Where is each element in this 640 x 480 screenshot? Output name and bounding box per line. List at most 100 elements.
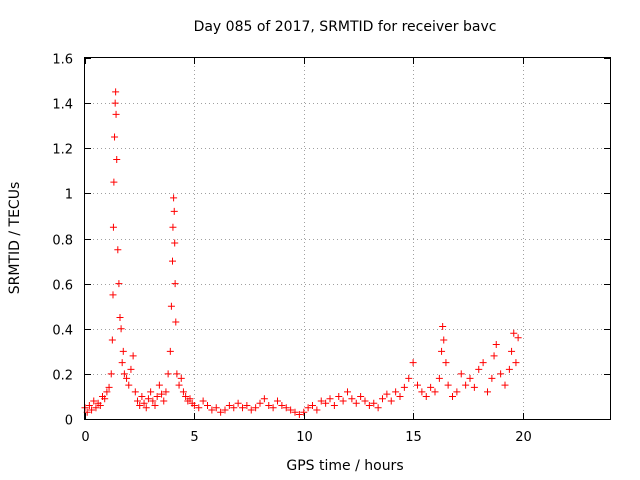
data-point <box>484 388 491 396</box>
data-point <box>440 336 448 344</box>
data-point <box>199 397 207 405</box>
data-point <box>142 404 150 412</box>
data-point <box>243 401 251 409</box>
data-point <box>488 374 496 382</box>
data-point <box>335 392 343 400</box>
data-point <box>186 395 194 403</box>
data-point <box>204 401 211 409</box>
chart-title: Day 085 of 2017, SRMTID for receiver bav… <box>194 19 497 35</box>
data-point <box>131 388 139 396</box>
data-point <box>348 395 356 403</box>
data-point <box>144 395 152 403</box>
data-point <box>344 388 351 396</box>
data-point <box>396 392 404 400</box>
data-point <box>125 381 133 389</box>
data-point <box>164 370 172 378</box>
y-tick-label: 1.2 <box>52 143 73 158</box>
data-point <box>449 392 456 400</box>
data-point <box>96 401 104 409</box>
data-point <box>383 390 391 398</box>
data-point <box>103 388 111 396</box>
data-point <box>457 370 465 378</box>
data-point <box>129 352 137 360</box>
data-point <box>287 406 295 414</box>
data-point <box>470 383 478 391</box>
x-tick-label: 20 <box>515 430 532 445</box>
data-point <box>269 404 277 412</box>
data-point <box>466 374 474 382</box>
data-point <box>247 406 255 414</box>
data-point <box>317 397 325 405</box>
data-point <box>427 383 435 391</box>
data-point <box>418 388 426 396</box>
data-point <box>112 110 120 118</box>
y-tick-label: 1.4 <box>52 98 73 113</box>
data-point <box>173 370 181 378</box>
data-point <box>462 381 470 389</box>
data-point <box>151 401 159 409</box>
y-axis-label: SRMTID / TECUs <box>7 182 23 295</box>
data-point <box>140 399 148 407</box>
x-tick-label: 0 <box>81 430 89 445</box>
data-point <box>379 395 386 403</box>
data-point <box>438 347 446 355</box>
data-point <box>117 325 125 333</box>
data-point <box>171 280 179 288</box>
data-point <box>256 399 264 407</box>
data-point <box>109 291 117 299</box>
data-point <box>278 401 286 409</box>
data-point <box>479 359 487 367</box>
data-point <box>217 408 225 416</box>
data-point <box>339 397 347 405</box>
data-point <box>435 374 443 382</box>
data-point <box>274 397 281 405</box>
data-point <box>109 223 117 231</box>
data-point <box>134 397 141 405</box>
data-point <box>361 397 369 405</box>
data-point <box>101 395 109 403</box>
data-point <box>120 370 128 378</box>
y-tick-label: 0.6 <box>52 279 73 294</box>
data-point <box>115 280 123 288</box>
data-point <box>190 401 198 409</box>
data-point <box>195 404 203 412</box>
data-point <box>326 395 334 403</box>
data-point <box>167 302 175 310</box>
data-point <box>175 381 183 389</box>
data-point <box>177 374 185 382</box>
data-point <box>475 365 483 373</box>
y-tick-label: 1.6 <box>52 53 73 68</box>
data-point <box>113 156 121 164</box>
data-point <box>171 239 179 247</box>
x-tick-label: 10 <box>296 430 313 445</box>
data-point <box>300 408 308 416</box>
data-point <box>492 341 500 349</box>
x-tick-label: 5 <box>190 430 198 445</box>
data-point <box>431 388 439 396</box>
data-point <box>490 352 498 360</box>
data-point <box>309 401 316 409</box>
data-point <box>110 178 118 186</box>
data-point <box>225 401 233 409</box>
data-point <box>170 207 178 215</box>
data-point <box>166 347 174 355</box>
data-point <box>512 359 520 367</box>
data-point <box>439 322 447 330</box>
data-point <box>252 404 260 412</box>
data-point <box>179 388 187 396</box>
data-point <box>400 383 408 391</box>
data-point <box>387 397 395 405</box>
data-point <box>330 401 338 409</box>
data-point <box>265 401 273 409</box>
data-point <box>158 390 166 398</box>
data-point <box>90 397 98 405</box>
data-point <box>414 381 421 389</box>
y-tick-label: 0.2 <box>52 369 73 384</box>
data-point <box>119 347 127 355</box>
data-point <box>442 359 450 367</box>
data-point <box>514 334 522 342</box>
data-point <box>230 404 238 412</box>
data-point <box>138 392 146 400</box>
y-tick-label: 0 <box>65 414 73 429</box>
